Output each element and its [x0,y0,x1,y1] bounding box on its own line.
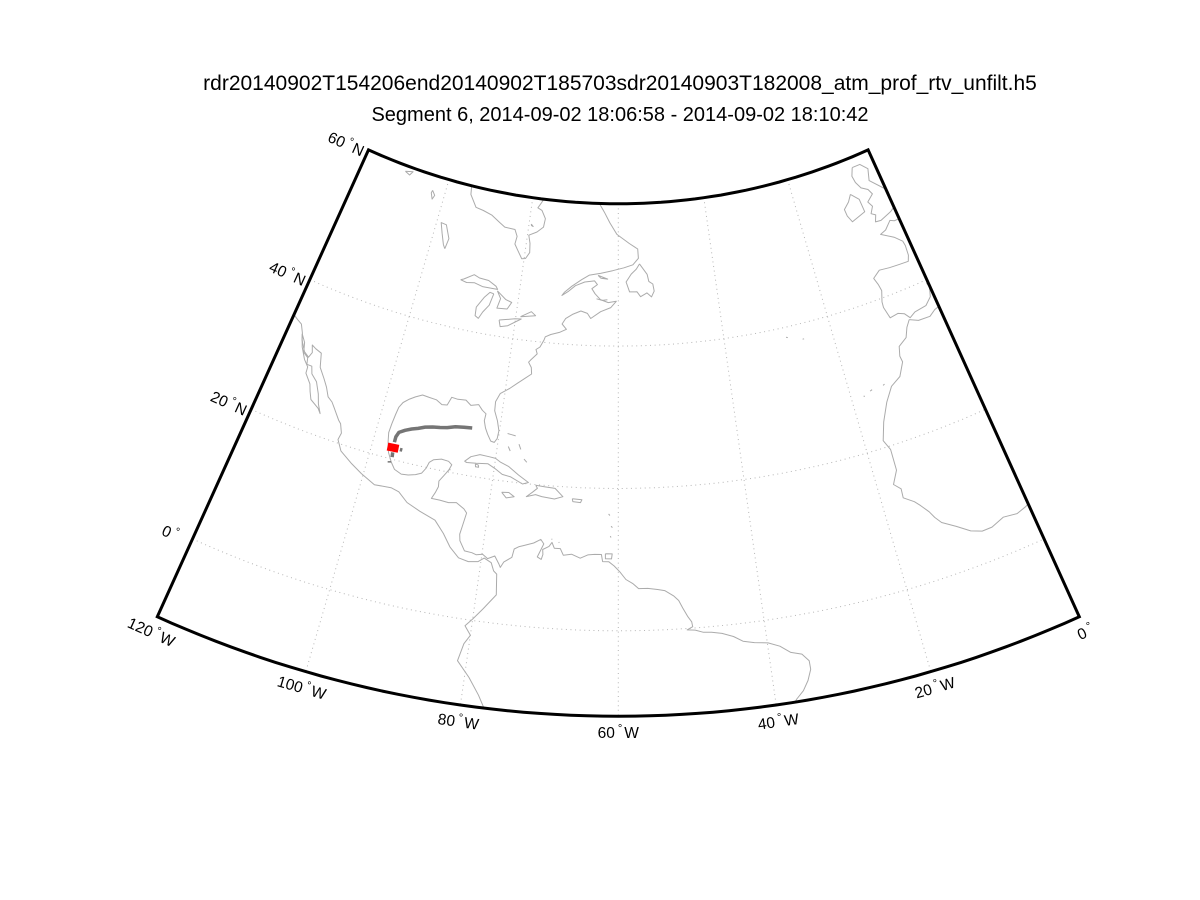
graticule [192,179,1045,717]
coast-hudson-bay [470,185,546,260]
track-fragment-1 [399,447,403,452]
coast-lake-huron [496,290,513,310]
parallel-line-20 [250,408,986,490]
track-fragment-2 [390,452,395,458]
coast-lake-michigan [474,291,495,319]
coast-lake-superior [460,274,499,290]
coast-andros [507,446,511,452]
coast-belcher-islands [530,223,534,227]
coast-canary-fuerteventura [882,383,885,386]
coast-lake-ontario [520,311,537,318]
coast-lake-athabasca [405,170,414,176]
meridian-line-40w [703,197,777,706]
coast-canary-tenerife [869,389,873,392]
coast-st-vincent [609,535,612,538]
coast-lake-erie [498,318,522,328]
lat-label-20: 20°N [208,387,250,420]
coast-anticosti [597,274,609,280]
coast-grand-bahama [507,433,516,437]
coast-guadeloupe [608,513,611,516]
lat-label-60: 60°N [325,127,367,160]
axis-labels: 60°N 40°N 20°N 0° 120°W 100°W 80 °W 60 ° W 40°W 20°W… [125,127,1096,742]
coast-prince-edward [596,298,608,301]
lon-label-0w: 0° [1074,620,1096,644]
coast-na-atlantic [387,203,812,709]
coast-jamaica [501,491,515,499]
coast-ireland [843,193,866,223]
coast-bonaire [558,541,560,544]
map-border [155,147,1082,718]
lat-label-40: 40°N [266,257,308,290]
lon-label-20w: 20°W [912,673,957,703]
lat-label-0: 0° [159,521,181,545]
coast-long-island-bahamas [523,458,528,463]
coast-morocco-med [909,305,941,321]
coast-puerto-rico [571,498,583,504]
coast-cuba [464,454,529,485]
coast-lake-winnipeg [440,222,450,249]
parallel-line-40 [309,279,927,347]
plot-subtitle: Segment 6, 2014-09-02 18:06:58 - 2014-09… [371,104,869,126]
lon-label-60w: 60 ° W [598,723,640,742]
coast-newfoundland [625,263,655,298]
highlighted-segment [386,442,400,453]
coast-africa-atlantic [882,319,1030,532]
coast-great-britain [851,163,899,223]
plot-title: rdr20140902T154206end20140902T185703sdr2… [203,72,1037,95]
lon-label-120w: 120°W [125,613,179,651]
coast-reindeer-lake [430,190,436,200]
coast-hispaniola [525,484,564,500]
coast-france-iberia [873,217,931,319]
coast-curacao [551,538,553,540]
parallel-line-0 [192,538,1045,632]
meridian-line-80w [459,197,534,706]
coast-baja-california [301,333,321,415]
lon-label-40w: 40°W [756,709,800,734]
segment-track-line [392,424,473,443]
coast-eleuthera [518,444,522,450]
coast-martinique [610,525,613,528]
coastlines [293,163,1030,712]
meridian-line-20w [787,179,932,672]
coast-isla-juventud [474,463,480,468]
coast-trinidad [604,553,613,560]
coast-na-pacific [293,314,498,712]
ground-track [386,424,473,463]
lon-label-100w: 100°W [275,671,329,703]
lon-label-80w: 80 °W [437,709,481,734]
